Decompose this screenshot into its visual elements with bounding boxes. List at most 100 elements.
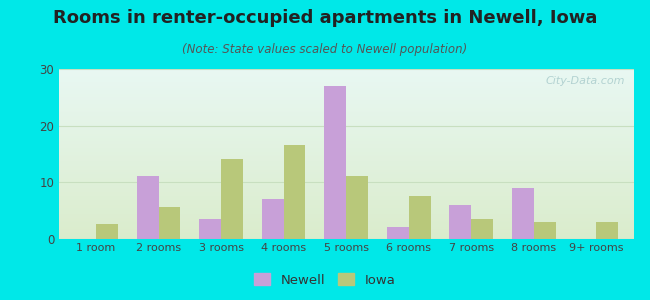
Bar [58,237,634,238]
Bar [58,87,634,88]
Bar [58,167,634,168]
Bar [58,101,634,102]
Bar [58,154,634,155]
Bar [58,106,634,107]
Bar [58,230,634,231]
Bar [58,210,634,211]
Bar [58,151,634,152]
Bar [324,86,346,238]
Bar [58,107,634,108]
Bar [58,128,634,129]
Bar [58,206,634,207]
Bar [58,133,634,134]
Bar [58,208,634,209]
Bar [534,221,556,239]
Bar [58,135,634,136]
Bar [136,176,159,238]
Bar [58,105,634,106]
Bar [58,77,634,78]
Bar [58,155,634,156]
Bar [58,157,634,158]
Bar [58,174,634,175]
Bar [58,114,634,115]
Bar [58,82,634,83]
Bar [58,126,634,127]
Bar [58,150,634,151]
Bar [58,162,634,163]
Bar [58,123,634,124]
Bar [58,201,634,202]
Bar [58,191,634,192]
Bar [449,205,471,239]
Bar [58,138,634,139]
Bar [58,140,634,141]
Bar [58,217,634,218]
Bar [58,153,634,154]
Bar [58,169,634,170]
Bar [58,98,634,99]
Bar [58,122,634,123]
Bar [58,143,634,144]
Bar [58,220,634,221]
Bar [58,205,634,206]
Bar [58,100,634,101]
Bar [471,219,493,238]
Bar [58,179,634,180]
Bar [58,119,634,120]
Bar [58,207,634,208]
Text: (Note: State values scaled to Newell population): (Note: State values scaled to Newell pop… [183,44,467,56]
Bar [58,175,634,176]
Bar [58,225,634,226]
Bar [58,110,634,111]
Bar [58,136,634,137]
Bar [58,214,634,215]
Bar [58,120,634,121]
Bar [58,183,634,184]
Bar [58,129,634,130]
Bar [58,95,634,96]
Bar [58,160,634,161]
Bar [58,168,634,169]
Bar [58,130,634,131]
Bar [58,195,634,196]
Bar [58,238,634,239]
Bar [58,197,634,198]
Bar [58,202,634,203]
Bar [58,181,634,182]
Bar [58,144,634,145]
Bar [58,97,634,98]
Text: City-Data.com: City-Data.com [545,76,625,86]
Bar [58,81,634,82]
Bar [58,73,634,74]
Bar [58,148,634,149]
Bar [58,236,634,237]
Bar [58,226,634,227]
Bar [58,69,634,70]
Bar [58,229,634,230]
Bar [58,180,634,181]
Bar [58,182,634,183]
Bar [58,184,634,185]
Bar [58,212,634,213]
Text: Rooms in renter-occupied apartments in Newell, Iowa: Rooms in renter-occupied apartments in N… [53,9,597,27]
Bar [58,79,634,80]
Bar [58,221,634,222]
Bar [58,104,634,105]
Bar [58,84,634,85]
Bar [58,203,634,204]
Bar [58,118,634,119]
Bar [58,152,634,153]
Bar [58,158,634,159]
Bar [58,139,634,140]
Bar [409,196,430,239]
Bar [58,78,634,79]
Legend: Newell, Iowa: Newell, Iowa [249,268,401,292]
Bar [58,227,634,228]
Bar [58,187,634,188]
Bar [58,200,634,201]
Bar [58,172,634,173]
Bar [58,173,634,174]
Bar [159,207,181,238]
Bar [58,132,634,133]
Bar [58,141,634,142]
